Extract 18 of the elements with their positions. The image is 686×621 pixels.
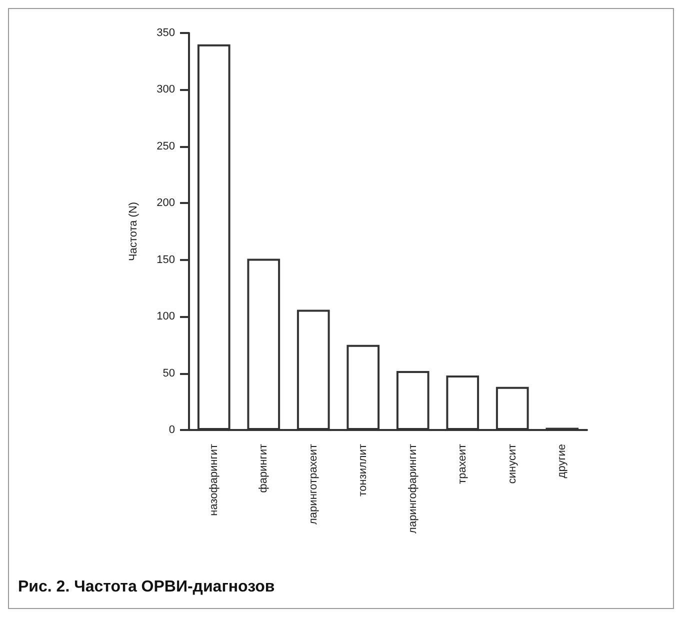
x-tick-label: синусит bbox=[506, 444, 518, 484]
y-tick-label: 350 bbox=[156, 27, 175, 39]
x-tick-label: назофарингит bbox=[208, 444, 220, 516]
y-tick-label: 200 bbox=[156, 197, 175, 210]
x-tick-label: тонзиллит bbox=[357, 444, 370, 496]
x-tick-label: фарингит bbox=[258, 444, 270, 493]
x-tick-label: ларингофарингит bbox=[406, 444, 419, 534]
y-tick-label: 100 bbox=[156, 310, 175, 323]
x-tick-label: другие bbox=[556, 444, 568, 478]
y-axis-title: Частота (N) bbox=[128, 202, 140, 262]
x-tick-label: ларинготрахеит bbox=[307, 444, 320, 524]
text: Рис. 2. Частота ОРВИ-диагнозов bbox=[18, 578, 275, 596]
y-tick-label: 50 bbox=[162, 367, 175, 380]
x-tick-label: трахеит bbox=[456, 444, 469, 484]
y-tick-label: 0 bbox=[168, 424, 175, 436]
y-tick-label: 300 bbox=[156, 84, 175, 96]
y-tick-label: 150 bbox=[156, 254, 175, 266]
y-tick-label: 250 bbox=[156, 140, 175, 152]
